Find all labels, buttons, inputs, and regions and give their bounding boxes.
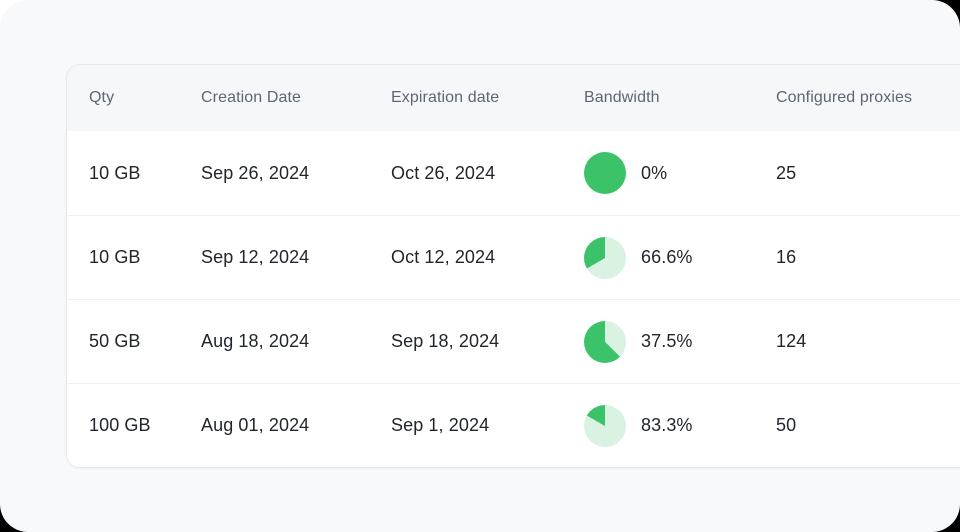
table-header-row: Qty Creation Date Expiration date Bandwi… <box>67 65 960 131</box>
qty-cell: 50 GB <box>89 331 141 351</box>
bandwidth-pie-icon <box>584 152 626 194</box>
qty-cell: 10 GB <box>89 162 141 183</box>
configured-proxies-cell: 124 <box>776 331 807 351</box>
configured-proxies-cell: 16 <box>776 247 797 267</box>
column-header-qty: Qty <box>89 89 115 106</box>
expiration-date-cell: Oct 26, 2024 <box>391 162 496 183</box>
configured-proxies-cell: 25 <box>776 162 797 183</box>
table-row[interactable]: 10 GB Sep 26, 2024 Oct 26, 2024 0% 25 <box>67 131 960 215</box>
column-header-expiration-date: Expiration date <box>391 89 500 106</box>
bandwidth-cell: 0% <box>584 152 776 194</box>
bandwidth-pie-icon <box>584 320 626 363</box>
creation-date-cell: Aug 18, 2024 <box>201 331 310 351</box>
proxy-plans-table-card: Qty Creation Date Expiration date Bandwi… <box>66 64 960 468</box>
column-header-configured-proxies: Configured proxies <box>776 89 913 106</box>
table-row[interactable]: 10 GB Sep 12, 2024 Oct 12, 2024 66.6% 16 <box>67 215 960 299</box>
bandwidth-cell: 37.5% <box>584 320 776 363</box>
bandwidth-pie-icon <box>584 404 626 447</box>
qty-cell: 10 GB <box>89 247 141 267</box>
column-header-creation-date: Creation Date <box>201 89 302 106</box>
creation-date-cell: Sep 12, 2024 <box>201 247 310 267</box>
configured-proxies-cell: 50 <box>776 415 797 435</box>
expiration-date-cell: Oct 12, 2024 <box>391 247 496 267</box>
bandwidth-value: 0% <box>641 162 668 183</box>
expiration-date-cell: Sep 1, 2024 <box>391 415 490 435</box>
expiration-date-cell: Sep 18, 2024 <box>391 331 500 351</box>
column-header-bandwidth: Bandwidth <box>584 89 660 106</box>
bandwidth-pie-icon <box>584 236 626 279</box>
table-row[interactable]: 50 GB Aug 18, 2024 Sep 18, 2024 37.5% 12… <box>67 299 960 383</box>
creation-date-cell: Sep 26, 2024 <box>201 162 310 183</box>
creation-date-cell: Aug 01, 2024 <box>201 415 310 435</box>
bandwidth-cell: 83.3% <box>584 404 776 447</box>
qty-cell: 100 GB <box>89 415 151 435</box>
bandwidth-cell: 66.6% <box>584 236 776 279</box>
bandwidth-value: 66.6% <box>641 247 693 267</box>
bandwidth-value: 83.3% <box>641 415 693 435</box>
table-row[interactable]: 100 GB Aug 01, 2024 Sep 1, 2024 83.3% 50 <box>67 383 960 467</box>
bandwidth-value: 37.5% <box>641 331 693 351</box>
